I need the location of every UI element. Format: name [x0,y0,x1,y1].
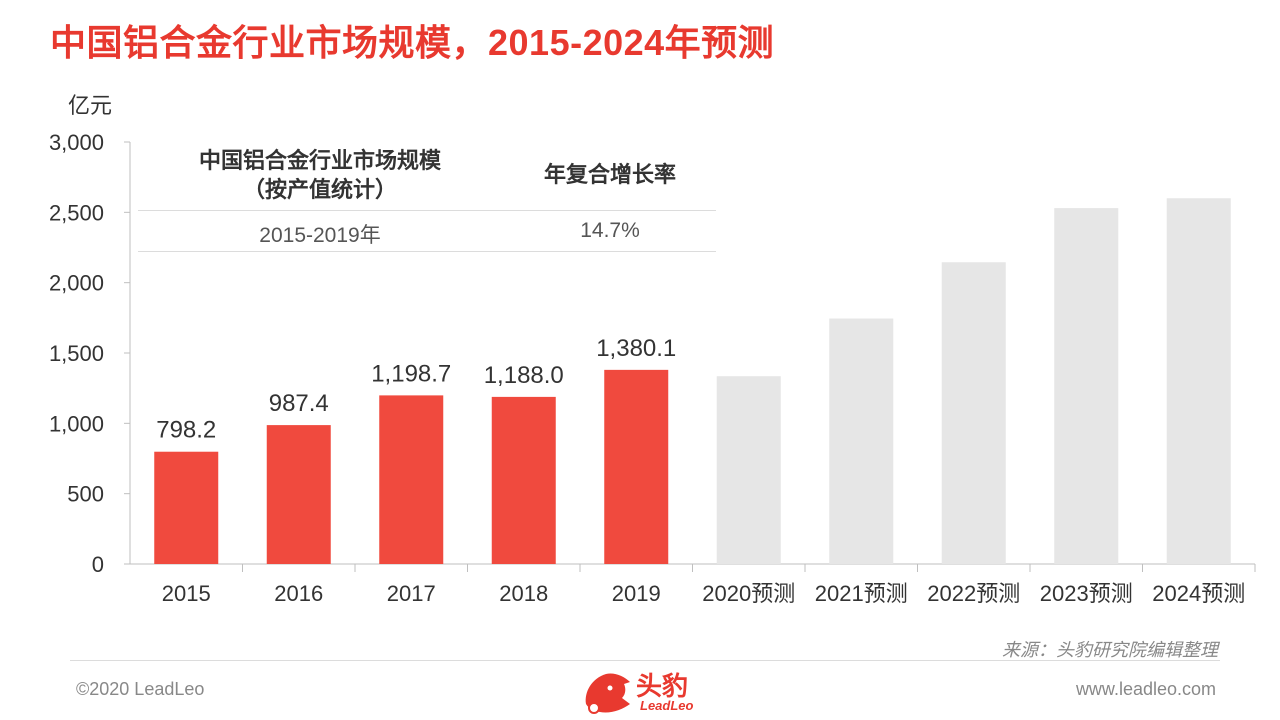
website-url: www.leadleo.com [1075,679,1216,699]
leadleo-logo: 头豹 LeadLeo [580,664,710,718]
inset-header-left: 中国铝合金行业市场规模 （按产值统计） [140,146,500,204]
x-tick-label: 2022预测 [927,581,1020,606]
x-tick-label: 2017 [387,581,436,606]
y-tick-label: 1,500 [49,341,104,366]
bar-data-label: 1,380.1 [596,335,676,362]
y-tick-label: 1,000 [49,411,104,436]
y-tick-label: 2,500 [49,200,104,225]
inset-header-left-title: 中国铝合金行业市场规模 [198,148,441,173]
inset-divider-bottom [138,251,716,252]
x-tick-label: 2015 [162,581,211,606]
inset-header-right: 年复合增长率 [543,162,676,187]
forecast-bar [941,262,1006,564]
actual-bar [491,396,556,564]
forecast-bar [1054,208,1119,564]
x-tick-label: 2020预测 [702,581,795,606]
actual-bar [379,395,444,564]
x-tick-label: 2021预测 [815,581,908,606]
forecast-bar [1166,198,1231,564]
logo-english-text: LeadLeo [640,698,694,713]
forecast-bar [716,376,781,564]
y-tick-label: 500 [67,482,104,507]
y-tick-label: 2,000 [49,271,104,296]
bar-data-label: 1,198.7 [371,360,451,387]
bar-data-label: 1,188.0 [484,362,564,389]
inset-cagr-value: 14.7% [580,219,640,242]
inset-header-left-subtitle: （按产值统计） [242,177,397,202]
actual-bar [154,451,219,564]
actual-bar [604,369,669,564]
source-note: 来源：头豹研究院编辑整理 [1002,640,1218,660]
x-tick-label: 2019 [612,581,661,606]
y-axis-unit-label: 亿元 [68,93,113,118]
bar-data-label: 987.4 [269,390,329,417]
footer-divider [70,660,1220,661]
actual-bar [266,425,331,564]
x-tick-label: 2023预测 [1040,581,1133,606]
forecast-bar [829,318,894,564]
chart-title: 中国铝合金行业市场规模，2015-2024年预测 [50,22,775,63]
x-tick-label: 2018 [499,581,548,606]
y-tick-label: 3,000 [49,130,104,155]
x-tick-label: 2016 [274,581,323,606]
y-tick-label: 0 [92,552,104,577]
leopard-head-icon [585,673,630,714]
copyright-text: ©2020 LeadLeo [76,679,205,699]
logo-chinese-text: 头豹 [636,671,689,701]
inset-period: 2015-2019年 [259,224,381,247]
inset-divider-top [138,210,716,211]
bar-data-label: 798.2 [156,417,216,444]
x-tick-label: 2024预测 [1152,581,1245,606]
